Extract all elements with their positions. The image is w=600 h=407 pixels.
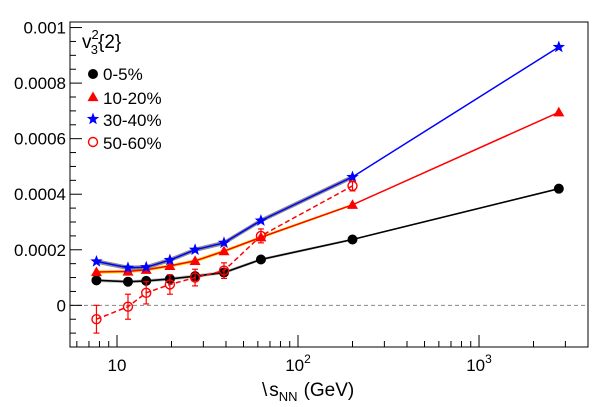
x-tick-label: 103 bbox=[466, 352, 492, 375]
data-point bbox=[140, 260, 153, 273]
data-point bbox=[122, 301, 134, 312]
data-point bbox=[91, 314, 102, 325]
x-axis-title-prefix: \ bbox=[262, 380, 268, 401]
x-axis-title-suffix: (GeV) bbox=[304, 380, 355, 401]
legend-marker-2 bbox=[86, 112, 100, 125]
data-point bbox=[218, 245, 230, 256]
series-3 bbox=[91, 180, 358, 334]
data-point bbox=[346, 199, 358, 209]
y-tick-label: 0.0002 bbox=[14, 241, 66, 260]
y-tick-label: 0.001 bbox=[23, 19, 66, 38]
series-line-2 bbox=[96, 46, 560, 269]
legend-symbol bbox=[86, 112, 100, 125]
series-line-1 bbox=[96, 111, 560, 273]
y-axis-title-sub: 3 bbox=[91, 42, 98, 57]
data-point bbox=[90, 266, 102, 277]
data-point bbox=[121, 261, 135, 274]
legend-marker-1 bbox=[87, 91, 99, 102]
legend-label-1: 10-20% bbox=[103, 89, 162, 108]
legend-symbol bbox=[87, 136, 99, 148]
data-point bbox=[189, 255, 201, 266]
legend-marker-0 bbox=[88, 69, 98, 79]
data-point bbox=[164, 260, 176, 271]
data-point bbox=[163, 253, 177, 266]
legend-symbol bbox=[87, 91, 99, 102]
y-axis-title-sup: 2 bbox=[92, 27, 99, 42]
data-point bbox=[347, 180, 358, 192]
y-tick-label: 0.0004 bbox=[14, 185, 66, 204]
series-2 bbox=[90, 40, 566, 274]
x-tick-label: 102 bbox=[285, 352, 311, 375]
legend-entry-2: 30-40% bbox=[86, 111, 162, 130]
data-point bbox=[347, 234, 358, 245]
data-point bbox=[188, 243, 202, 256]
data-point bbox=[164, 279, 176, 290]
series-band-2 bbox=[96, 174, 353, 271]
legend-entry-0: 0-5% bbox=[88, 65, 143, 84]
legend-label-3: 50-60% bbox=[103, 134, 162, 153]
legend: 0-5% 10-20% 30-40% 50-60% bbox=[86, 65, 162, 153]
y-tick-label: 0.0008 bbox=[14, 74, 66, 93]
y-axis-title: v2 3{2} bbox=[82, 27, 121, 57]
data-point bbox=[255, 254, 266, 265]
data-point bbox=[255, 230, 267, 242]
y-axis-title-main: v bbox=[82, 32, 92, 53]
x-axis-title-main: s bbox=[269, 380, 279, 401]
data-point bbox=[552, 40, 566, 53]
data-point bbox=[141, 287, 152, 299]
legend-label-2: 30-40% bbox=[103, 111, 162, 130]
plot-frame bbox=[69, 21, 589, 348]
y-tick-label: 0.0006 bbox=[14, 130, 66, 149]
data-point bbox=[553, 183, 564, 194]
data-point bbox=[218, 265, 230, 276]
x-axis-title-sub: NN bbox=[279, 389, 298, 404]
data-point bbox=[254, 214, 268, 226]
legend-entry-3: 50-60% bbox=[87, 134, 162, 153]
data-point bbox=[217, 236, 231, 249]
data-point bbox=[91, 275, 102, 286]
data-point bbox=[189, 272, 201, 283]
series-1 bbox=[90, 106, 565, 277]
legend-label-0: 0-5% bbox=[103, 65, 143, 84]
x-axis-title: \ sNN (GeV) bbox=[262, 380, 354, 404]
data-point bbox=[122, 265, 134, 276]
x-tick-label: 10 bbox=[108, 356, 127, 375]
legend-marker-3 bbox=[87, 136, 99, 148]
data-point bbox=[122, 276, 133, 287]
legend-symbol bbox=[88, 69, 98, 79]
legend-entry-1: 10-20% bbox=[87, 89, 162, 108]
data-point bbox=[346, 170, 359, 183]
data-point bbox=[553, 106, 565, 117]
data-point bbox=[90, 254, 103, 267]
y-axis-title-suffix: {2} bbox=[98, 32, 121, 53]
series-line-3 bbox=[96, 185, 353, 320]
y-tick-label: 0 bbox=[57, 296, 66, 315]
